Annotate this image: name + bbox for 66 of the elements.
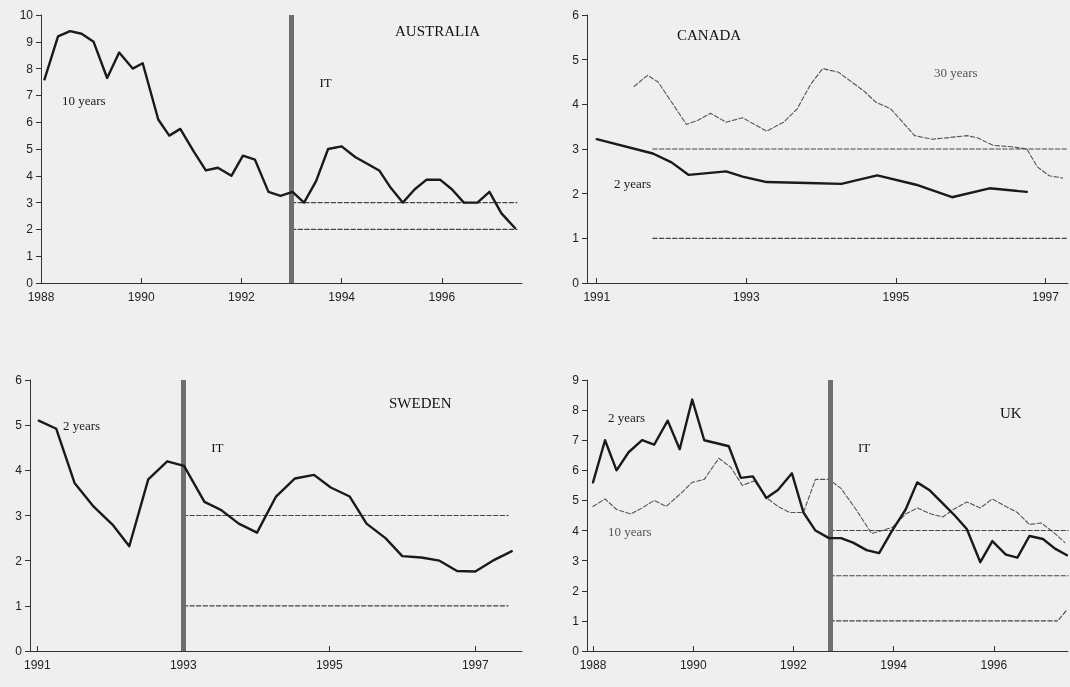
x-tick-label: 1992 xyxy=(228,290,256,304)
series-label: 2 years xyxy=(614,175,652,191)
y-tick-label: 9 xyxy=(572,373,580,387)
y-tick-label: 0 xyxy=(15,644,23,658)
y-tick-label: 4 xyxy=(572,523,580,538)
text: SWEDEN xyxy=(389,394,452,411)
y-tick-label: 3 xyxy=(26,195,34,210)
y-tick-label: 10 xyxy=(19,8,34,22)
y-tick-label: 4 xyxy=(15,463,23,478)
y-tick-label: 3 xyxy=(15,508,23,523)
ref-line-label: IT xyxy=(211,440,224,456)
x-tick-label: 1997 xyxy=(1032,290,1060,304)
y-tick-label: 0 xyxy=(572,276,580,290)
series-label: 2 years xyxy=(63,417,101,433)
y-tick-label: 1 xyxy=(572,613,580,628)
y-tick-label: 6 xyxy=(572,8,580,22)
y-tick-label: 7 xyxy=(572,433,580,448)
text: AUSTRALIA xyxy=(395,22,481,39)
x-tick-label: 1994 xyxy=(328,290,356,304)
y-tick-label: 5 xyxy=(572,493,580,508)
x-tick-label: 1995 xyxy=(882,290,910,304)
ref-line-label: IT xyxy=(858,440,871,456)
x-tick-label: 1995 xyxy=(315,658,343,672)
y-tick-label: 1 xyxy=(572,231,580,246)
y-tick-label: 3 xyxy=(572,142,580,156)
y-tick-label: 4 xyxy=(26,168,34,183)
x-tick-label: 1996 xyxy=(980,658,1008,672)
text: UK xyxy=(1000,404,1022,421)
y-tick-label: 9 xyxy=(26,34,34,49)
x-tick-label: 1990 xyxy=(127,290,155,304)
x-tick-label: 1997 xyxy=(461,658,489,672)
text: CANADA xyxy=(677,26,742,43)
y-tick-label: 5 xyxy=(26,142,34,156)
series-label: 10 years xyxy=(608,523,652,539)
series-label: 2 years xyxy=(608,409,646,425)
x-tick-label: 1996 xyxy=(428,290,456,304)
y-tick-label: 6 xyxy=(572,463,580,478)
x-tick-label: 1994 xyxy=(880,658,908,672)
x-tick-label: 1990 xyxy=(679,658,707,672)
y-tick-label: 4 xyxy=(572,97,580,112)
y-tick-label: 5 xyxy=(572,52,580,67)
x-tick-label: 1988 xyxy=(579,658,607,672)
ref-line-label: IT xyxy=(319,74,332,90)
y-tick-label: 2 xyxy=(26,222,34,237)
text: 30 years xyxy=(934,64,978,80)
y-tick-label: 0 xyxy=(572,644,580,658)
y-tick-label: 8 xyxy=(572,403,580,418)
y-tick-label: 1 xyxy=(15,598,23,613)
x-tick-label: 1993 xyxy=(732,290,761,304)
y-tick-label: 0 xyxy=(26,276,34,290)
x-tick-label: 1992 xyxy=(780,658,808,672)
y-tick-label: 1 xyxy=(26,249,34,264)
y-tick-label: 2 xyxy=(572,583,580,598)
x-tick-label: 1993 xyxy=(169,658,197,672)
y-tick-label: 2 xyxy=(572,186,580,201)
y-tick-label: 3 xyxy=(572,553,580,568)
y-tick-label: 2 xyxy=(15,553,23,568)
series-label: 10 years xyxy=(62,92,106,108)
y-tick-label: 6 xyxy=(15,373,23,387)
y-tick-label: 6 xyxy=(26,115,34,130)
x-tick-label: 1988 xyxy=(27,290,55,304)
x-tick-label: 1991 xyxy=(583,290,611,304)
y-tick-label: 8 xyxy=(26,61,34,76)
y-tick-label: 5 xyxy=(15,418,23,433)
y-tick-label: 7 xyxy=(26,88,34,103)
x-tick-label: 1991 xyxy=(23,658,51,672)
